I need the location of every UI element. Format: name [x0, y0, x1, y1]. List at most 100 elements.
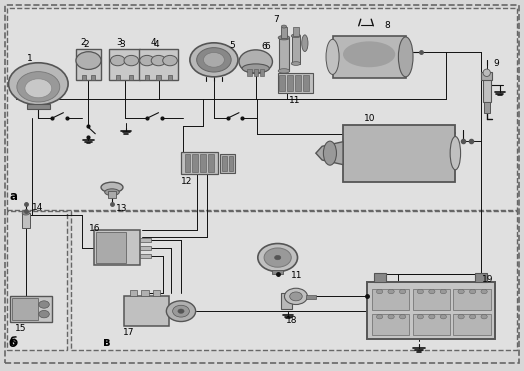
Text: 8: 8 — [385, 21, 390, 30]
Text: а: а — [9, 190, 17, 203]
Circle shape — [388, 289, 394, 294]
Bar — [145, 75, 149, 80]
Ellipse shape — [101, 182, 123, 193]
Circle shape — [417, 289, 423, 294]
Bar — [374, 273, 386, 282]
Circle shape — [470, 315, 476, 319]
Text: 16: 16 — [89, 223, 100, 233]
Text: 13: 13 — [116, 204, 128, 213]
Ellipse shape — [278, 69, 290, 73]
Text: 2: 2 — [81, 37, 86, 47]
Circle shape — [285, 288, 308, 305]
Bar — [94, 230, 140, 265]
Bar — [228, 155, 233, 171]
Bar — [27, 104, 50, 109]
Bar — [343, 125, 455, 182]
Bar — [140, 254, 151, 258]
Circle shape — [172, 305, 189, 317]
Bar — [278, 73, 313, 93]
Text: 11: 11 — [291, 271, 302, 280]
Ellipse shape — [323, 141, 336, 165]
FancyBboxPatch shape — [7, 211, 67, 350]
Bar — [21, 213, 30, 228]
Bar — [192, 154, 198, 172]
Circle shape — [39, 301, 49, 308]
Circle shape — [388, 315, 394, 319]
Circle shape — [440, 289, 446, 294]
Bar — [91, 75, 95, 80]
Circle shape — [196, 47, 231, 72]
Bar — [140, 246, 151, 250]
Text: 11: 11 — [289, 96, 301, 105]
Circle shape — [8, 63, 68, 105]
Circle shape — [470, 289, 476, 294]
Circle shape — [481, 289, 487, 294]
Ellipse shape — [281, 25, 287, 28]
Text: 18: 18 — [286, 316, 297, 325]
FancyBboxPatch shape — [71, 211, 517, 350]
Bar — [124, 296, 169, 326]
Circle shape — [190, 43, 238, 77]
Circle shape — [275, 255, 281, 260]
Text: 12: 12 — [181, 177, 192, 186]
Bar — [475, 273, 487, 282]
Text: 4: 4 — [151, 37, 156, 47]
Circle shape — [178, 309, 184, 313]
Bar — [483, 73, 491, 102]
Bar — [260, 69, 264, 76]
Text: 3: 3 — [117, 37, 123, 47]
Bar — [184, 154, 190, 172]
Circle shape — [376, 289, 383, 294]
Circle shape — [399, 289, 406, 294]
Circle shape — [151, 55, 166, 66]
Ellipse shape — [242, 64, 269, 73]
Circle shape — [166, 301, 195, 322]
Text: 17: 17 — [123, 328, 134, 337]
Circle shape — [124, 55, 139, 66]
FancyBboxPatch shape — [7, 8, 517, 210]
Circle shape — [39, 311, 49, 318]
Bar — [287, 75, 293, 91]
Bar — [279, 37, 289, 71]
Bar — [157, 75, 161, 80]
Bar — [247, 69, 252, 76]
Circle shape — [458, 315, 464, 319]
Bar — [200, 154, 206, 172]
Circle shape — [17, 72, 60, 102]
Bar — [76, 49, 101, 80]
Circle shape — [481, 315, 487, 319]
Bar — [372, 289, 409, 310]
Ellipse shape — [291, 62, 301, 65]
Bar — [484, 102, 490, 114]
Bar — [108, 191, 116, 198]
Ellipse shape — [326, 39, 339, 75]
Text: в: в — [103, 336, 111, 349]
Text: 14: 14 — [32, 203, 43, 212]
Bar — [412, 289, 450, 310]
Text: 7: 7 — [274, 15, 279, 24]
Bar — [168, 75, 172, 80]
Text: 6: 6 — [261, 42, 267, 52]
Circle shape — [264, 248, 291, 267]
Bar — [481, 72, 493, 80]
Ellipse shape — [278, 36, 290, 40]
Bar — [279, 75, 285, 91]
Bar — [96, 232, 126, 263]
Bar — [254, 69, 258, 76]
Circle shape — [258, 243, 298, 272]
Polygon shape — [316, 142, 343, 165]
Bar — [453, 289, 491, 310]
Bar — [140, 237, 151, 242]
Circle shape — [203, 52, 224, 67]
Bar — [281, 293, 292, 309]
Bar — [292, 36, 300, 63]
Bar — [181, 152, 217, 174]
Text: 15: 15 — [15, 324, 27, 333]
Ellipse shape — [450, 137, 461, 170]
Text: 4: 4 — [154, 40, 159, 49]
Bar — [116, 75, 120, 80]
Bar — [366, 282, 495, 339]
Circle shape — [429, 289, 435, 294]
Text: 9: 9 — [493, 59, 499, 68]
Circle shape — [111, 55, 125, 66]
